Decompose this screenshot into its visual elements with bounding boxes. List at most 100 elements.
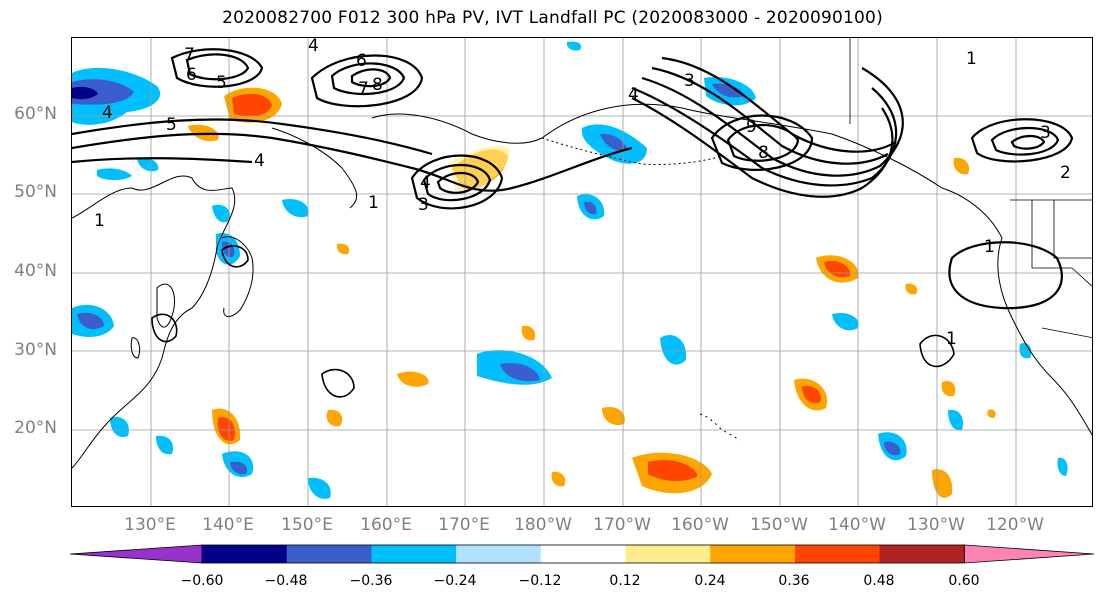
shade-pos-okhotsk-core	[232, 93, 272, 117]
contour-low-okhotsk-2	[185, 53, 250, 81]
contour-isolated-3	[321, 368, 355, 398]
lon-label-140e: 140°E	[202, 515, 254, 535]
lon-label-140w: 140°W	[828, 515, 886, 535]
shade-pos-small-6	[602, 406, 625, 426]
colorbar-tick: −0.12	[518, 573, 562, 589]
contour-label: 2	[1060, 163, 1071, 183]
contour-low-w-coast	[948, 241, 1063, 310]
coast-korea	[156, 283, 176, 328]
coast-aleutians	[541, 137, 723, 166]
coast-asia-mainland	[72, 175, 236, 469]
contour-label: 3	[1040, 123, 1051, 143]
shade-pos-small-9	[941, 380, 956, 397]
shade-pos-phil-core	[217, 417, 236, 441]
lat-label-50n: 50°N	[14, 182, 57, 202]
contour-isolated-4	[919, 334, 955, 368]
contour-label: 4	[102, 103, 113, 123]
contour-low-bering-2	[330, 62, 406, 96]
contour-label: 3	[684, 71, 695, 91]
map-title: 2020082700 F012 300 hPa PV, IVT Landfall…	[222, 8, 883, 28]
colorbar-swatch	[794, 545, 881, 563]
contour-label: 1	[984, 237, 995, 257]
contour-isolated-2	[151, 313, 178, 343]
contour-trough-2	[631, 86, 898, 187]
contour-w-3	[72, 157, 253, 164]
contour-low-gulf-alaska	[710, 114, 814, 171]
shade-neg-small-2	[137, 157, 159, 172]
colorbar-tick: −0.60	[180, 573, 224, 589]
contour-low-e-3	[1010, 134, 1046, 150]
colorbar-tick: −0.24	[433, 573, 477, 589]
shade-neg-sub-10	[1057, 457, 1068, 476]
contour-label: 8	[372, 75, 383, 95]
contour-label: 4	[628, 85, 639, 105]
shade-pos-small-5	[326, 409, 343, 427]
shade-neg-aleutian-w	[566, 41, 582, 51]
shade-neg-gulf-core	[600, 133, 628, 152]
shade-neg-alaska-core	[712, 83, 744, 98]
contour-label: 7	[184, 45, 195, 65]
lon-label-150w: 150°W	[750, 515, 808, 535]
shade-neg-pac-n2-core	[584, 201, 597, 215]
colorbar-swatch	[371, 545, 457, 563]
lon-label-170w: 170°W	[593, 515, 651, 535]
contour-label: 6	[356, 51, 367, 71]
colorbar-swatch	[286, 545, 372, 563]
coast-kamchatka	[271, 127, 358, 209]
shade-pos-small-10	[987, 409, 996, 418]
colorbar-tick: 0.12	[609, 573, 641, 589]
contour-low-gulf-alaska-2	[726, 123, 800, 162]
colorbar-swatch	[540, 545, 626, 563]
shade-neg-japan-n	[212, 204, 231, 223]
shade-neg-sub-8	[948, 409, 964, 431]
lon-label-160e: 160°E	[360, 515, 412, 535]
boundary-us-states-2	[1053, 200, 1092, 259]
lat-label-40n: 40°N	[14, 261, 57, 281]
contour-label: 6	[186, 65, 197, 85]
coast-japan	[221, 236, 254, 317]
colorbar-tick: −0.36	[349, 573, 393, 589]
contour-low-okhotsk	[170, 48, 264, 88]
shade-neg-sub-1	[660, 334, 687, 365]
contour-labels: 4 6 7 5 6 7 8 4 4 5 4 3 8 9 4 3 2 1 3 1 …	[94, 38, 1071, 349]
colorbar-frame	[201, 544, 965, 564]
shade-pos-small-4	[397, 371, 429, 387]
colorbar-tick: 0.36	[778, 573, 810, 589]
contour-label: 1	[94, 211, 105, 231]
contour-label: 7	[358, 79, 369, 99]
shade-neg-sub-6	[156, 435, 174, 455]
contour-trough-3	[641, 67, 904, 177]
map-panel: 4 6 7 5 6 7 8 4 4 5 4 3 8 9 4 3 2 1 3 1 …	[71, 37, 1093, 507]
colorbar-tick: −0.48	[264, 573, 308, 589]
shade-pos-small-8	[932, 469, 953, 498]
shade-neg-sub-2	[832, 312, 859, 331]
colorbar-tick: 0.48	[863, 573, 895, 589]
lon-label-130e: 130°E	[124, 515, 176, 535]
lat-label-60n: 60°N	[14, 104, 57, 124]
boundary-us-mexico	[1041, 327, 1092, 339]
shade-neg-china-core	[77, 312, 104, 330]
lon-label-160w: 160°W	[671, 515, 729, 535]
colorbar-swatch	[879, 545, 965, 563]
contour-low-bering	[310, 54, 424, 108]
contour-label: 5	[166, 115, 177, 135]
colorbar-swatch	[710, 545, 796, 563]
shade-pos-gulf-east	[953, 157, 970, 175]
contour-low-kamchatka-e-3	[436, 171, 480, 194]
contour-w-1	[72, 132, 633, 192]
colorbar	[70, 544, 1095, 564]
pv-contours	[72, 48, 1074, 398]
contour-w-2	[72, 118, 433, 156]
contour-label: 4	[308, 38, 319, 56]
shade-pos-pac-mid-core	[802, 385, 821, 404]
shade-neg-sub-5	[110, 416, 129, 438]
contour-label: 1	[368, 193, 379, 213]
lon-label-180w: 180°W	[514, 515, 572, 535]
shade-pos-small-1	[336, 243, 350, 255]
colorbar-swatch	[456, 545, 542, 563]
contour-label: 1	[966, 49, 977, 69]
contour-label: 4	[254, 151, 265, 171]
lat-label-30n: 30°N	[14, 340, 57, 360]
shade-neg-sub-3-core	[884, 441, 901, 456]
shade-neg-central-core	[500, 362, 540, 382]
